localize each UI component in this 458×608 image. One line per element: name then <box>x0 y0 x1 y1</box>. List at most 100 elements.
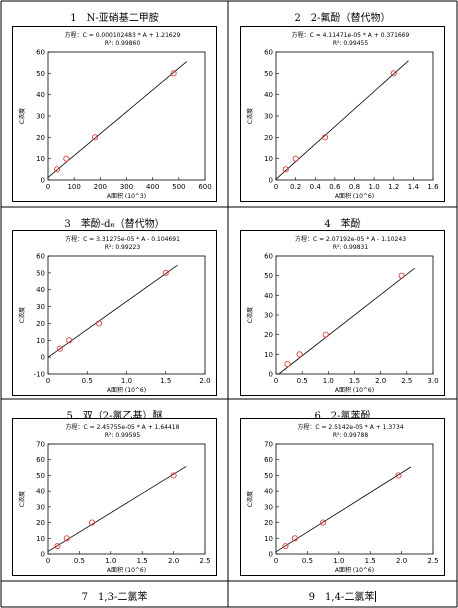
y-axis-label: C浓度 <box>18 307 26 323</box>
plot-area <box>47 443 206 555</box>
data-point <box>291 535 298 542</box>
x-tick-label: 1.0 <box>333 557 344 565</box>
x-tick-label: 1.5 <box>160 377 171 385</box>
data-point <box>63 155 70 162</box>
x-tick-label: 0.4 <box>310 183 322 191</box>
data-point <box>282 543 289 550</box>
y-tick-label: 50 <box>264 70 273 78</box>
chart-frame <box>12 418 217 576</box>
y-axis-label: C浓度 <box>18 491 26 507</box>
x-tick-label: 2.5 <box>427 557 438 565</box>
y-tick-label: 70 <box>36 441 45 449</box>
plot-area <box>275 443 434 555</box>
data-point <box>88 519 96 526</box>
y-tick-label: 0 <box>41 354 45 362</box>
r-squared-label: R²: 0.99595 <box>105 432 140 439</box>
x-axis-label: A面积 (10^6) <box>335 386 374 394</box>
chart-frame <box>240 26 445 202</box>
x-tick-label: 2.0 <box>168 557 179 565</box>
cell-title: 1 N-亚硝基二甲胺 <box>70 13 159 24</box>
regression-line <box>275 466 412 553</box>
x-tick-label: 1.0 <box>105 557 116 565</box>
y-tick-label: 0 <box>269 551 273 559</box>
plot-area <box>275 51 434 181</box>
table-cell: 2 2-氟酚（替代物） 方程：C = 4.11471e-05 * A + 0.3… <box>229 2 456 206</box>
x-tick-label: 0.2 <box>290 183 301 191</box>
y-axis-label: C浓度 <box>246 307 254 323</box>
data-point <box>170 70 177 77</box>
cell-title: 4 苯酚 <box>324 219 361 230</box>
x-tick-label: 1.0 <box>369 183 380 191</box>
x-tick-label: 0 <box>46 183 50 191</box>
r-squared-label: R²: 0.99860 <box>105 40 140 47</box>
r-squared-label: R²: 0.99223 <box>105 244 140 251</box>
y-tick-label: 30 <box>36 303 45 311</box>
y-axis-label: C浓度 <box>246 491 254 507</box>
y-tick-label: 40 <box>36 286 45 294</box>
y-tick-label: 30 <box>264 503 273 511</box>
y-tick-label: 20 <box>264 331 273 339</box>
table-cell: 5 双（2-氯乙基）醚 方程：C = 2.45755e-05 * A + 1.6… <box>2 400 227 580</box>
y-tick-label: 30 <box>36 503 45 511</box>
y-tick-label: 0 <box>269 177 273 185</box>
x-tick-label: 0 <box>274 557 278 565</box>
data-point <box>66 337 73 344</box>
y-tick-label: 40 <box>36 488 45 496</box>
regression-line <box>47 466 187 552</box>
y-tick-label: 60 <box>36 253 45 261</box>
y-tick-label: 50 <box>264 472 273 480</box>
y-tick-label: 60 <box>36 456 45 464</box>
table-cell: 1 N-亚硝基二甲胺 方程：C = 0.000102483 * A + 1.21… <box>2 2 227 206</box>
data-point <box>322 134 329 141</box>
x-tick-label: 100 <box>67 183 80 191</box>
x-axis-label: A面积 (10^6) <box>335 566 374 574</box>
y-tick-label: 50 <box>36 472 45 480</box>
y-tick-label: 60 <box>264 253 273 261</box>
x-tick-label: 200 <box>94 183 107 191</box>
y-tick-label: 20 <box>264 134 273 142</box>
data-point <box>170 472 177 479</box>
x-tick-label: 1.5 <box>349 377 360 385</box>
x-tick-label: 300 <box>120 183 133 191</box>
equation-label: 方程：C = 2.07192e-05 * A - 1.10243 <box>295 235 406 243</box>
x-tick-label: 0 <box>274 183 278 191</box>
x-tick-label: 0.6 <box>329 183 341 191</box>
data-point <box>322 331 329 338</box>
x-tick-label: 1.0 <box>323 377 334 385</box>
y-tick-label: 50 <box>36 70 45 78</box>
x-axis-label: A面积 (10^6) <box>335 192 374 200</box>
y-tick-label: 30 <box>36 113 45 121</box>
y-tick-label: 10 <box>36 155 45 163</box>
chart-frame <box>240 230 445 396</box>
x-axis-label: A面积 (10^6) <box>107 566 146 574</box>
cell-title: 3 苯酚-d₆（替代物） <box>64 219 165 230</box>
y-tick-label: 60 <box>264 456 273 464</box>
cell-title: 2 2-氟酚（替代物） <box>294 13 391 24</box>
data-point <box>54 543 61 550</box>
table-cell: 3 苯酚-d₆（替代物） 方程：C = 3.31275e-05 * A - 0.… <box>2 208 227 398</box>
table-cell: 4 苯酚 方程：C = 2.07192e-05 * A - 1.10243 R²:… <box>229 208 456 398</box>
plot-area <box>47 51 206 181</box>
x-tick-label: 2.0 <box>199 377 210 385</box>
chart-frame <box>12 230 217 396</box>
x-tick-label: 0.5 <box>74 557 85 565</box>
y-tick-label: 70 <box>264 441 273 449</box>
x-tick-label: 2.5 <box>401 377 412 385</box>
x-tick-label: 0 <box>46 377 50 385</box>
data-point <box>92 134 99 141</box>
y-tick-label: 40 <box>264 292 273 300</box>
data-point <box>56 345 63 352</box>
equation-label: 方程：C = 0.000102483 * A + 1.21629 <box>65 31 181 39</box>
x-tick-label: 600 <box>198 183 211 191</box>
x-tick-label: 1.2 <box>388 183 399 191</box>
regression-line <box>47 264 178 358</box>
r-squared-label: R²: 0.99831 <box>333 244 368 251</box>
x-tick-label: 0.5 <box>297 377 308 385</box>
r-squared-label: R²: 0.99788 <box>333 432 368 439</box>
y-tick-label: 20 <box>36 519 45 527</box>
y-tick-label: 0 <box>41 551 45 559</box>
